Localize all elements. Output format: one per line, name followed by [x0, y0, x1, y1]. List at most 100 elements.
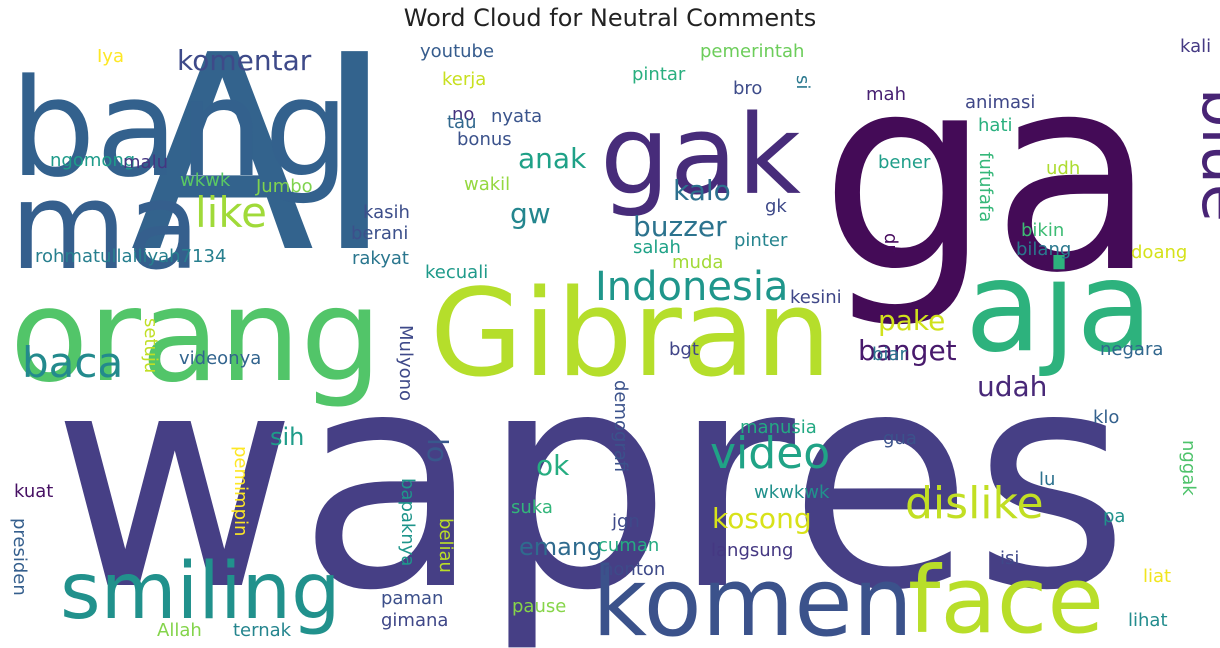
word-aja: aja	[965, 235, 1153, 380]
word-emang: emang	[519, 533, 602, 561]
word-kalo: kalo	[673, 174, 731, 207]
word-ma: ma	[10, 158, 200, 297]
word-biar: biar	[872, 344, 907, 365]
word-pause: pause	[512, 596, 566, 617]
word-wkwk: wkwk	[180, 170, 231, 191]
word-kesini: kesini	[790, 287, 842, 308]
word-indonesia: Indonesia	[595, 264, 788, 310]
word-kerja: kerja	[442, 69, 486, 90]
word-face: face	[908, 547, 1104, 648]
word-ai: AI	[130, 0, 394, 312]
word-lihat: lihat	[1128, 610, 1168, 631]
word-baca: baca	[22, 338, 123, 387]
word-kosong: kosong	[712, 502, 812, 535]
word-ternak: ternak	[233, 620, 292, 641]
word-si: si	[792, 75, 813, 89]
word-videonya: videonya	[179, 348, 261, 369]
word-demografi: demografi	[610, 380, 631, 472]
word-langsung: langsung	[711, 540, 794, 561]
word-negara: negara	[1100, 339, 1163, 360]
word-gimana: gimana	[381, 610, 448, 631]
word-paman: paman	[381, 588, 443, 609]
word-bapaknya: bapaknya	[397, 478, 418, 566]
word-dislike: dislike	[905, 478, 1044, 529]
word-rakyat: rakyat	[352, 248, 409, 269]
word-komen: komen	[592, 548, 913, 648]
word-suka: suka	[511, 497, 553, 518]
word-komentar: komentar	[177, 44, 312, 77]
word-nonton: nonton	[602, 559, 665, 580]
word-bener: bener	[878, 152, 931, 173]
word-doang: doang	[1131, 242, 1187, 263]
word-lu: lu	[1039, 469, 1055, 490]
word-jgn: jgn	[611, 511, 640, 532]
word-salah: salah	[633, 237, 681, 258]
word-dr: dr	[880, 233, 901, 252]
word-tau: tau	[447, 112, 477, 133]
word-klo: klo	[1093, 407, 1119, 428]
word-gibran: Gibran	[430, 265, 831, 404]
word-allah: Allah	[157, 620, 202, 641]
word-malu: malu	[123, 152, 168, 173]
word-udh: udh	[1046, 158, 1080, 179]
word-banget: banget	[858, 334, 957, 367]
word-udah: udah	[977, 370, 1047, 403]
word-pa: pa	[1103, 506, 1125, 527]
word-wapres: wapres	[52, 307, 1129, 648]
word-iya: Iya	[97, 46, 124, 67]
word-smiling: smiling	[60, 547, 341, 637]
word-video: video	[710, 428, 830, 479]
word-liat: liat	[1143, 566, 1171, 587]
word-gua: gua	[883, 428, 917, 449]
word-isi: isi	[1000, 548, 1019, 569]
word-lo: lo	[421, 438, 454, 463]
word-manusia: manusia	[740, 417, 817, 438]
word-pintar: pintar	[632, 64, 686, 85]
word-wkwkwk: wkwkwk	[754, 482, 830, 503]
word-bikin: bikin	[1021, 220, 1064, 241]
word-pake: pake	[878, 304, 945, 337]
word-wakil: wakil	[464, 174, 510, 195]
word-kasih: kasih	[363, 202, 410, 223]
word-fufufafa: fufufafa	[975, 152, 996, 222]
word-setuju: setuju	[140, 318, 161, 373]
word-kali: kali	[1180, 36, 1211, 57]
word-bonus: bonus	[457, 129, 512, 150]
word-presiden: presiden	[9, 518, 30, 596]
word-kuat: kuat	[14, 481, 53, 502]
word-youtube: youtube	[420, 41, 494, 62]
word-ok: ok	[536, 449, 570, 482]
word-rohmatullailiyah7134: rohmatullailiyah7134	[35, 246, 226, 267]
word-bro: bro	[733, 78, 762, 99]
word-nggak: nggak	[1178, 440, 1199, 496]
word-pemimpin: pemimpin	[230, 446, 251, 536]
word-pinter: pinter	[734, 230, 788, 251]
word-sih: sih	[270, 423, 304, 451]
word-gak: gak	[600, 91, 801, 219]
word-mah: mah	[866, 84, 906, 105]
word-bang: bang	[10, 50, 350, 207]
word-blue: blue	[1188, 88, 1220, 222]
word-buzzer: buzzer	[633, 210, 727, 243]
chart-title: Word Cloud for Neutral Comments	[403, 4, 817, 32]
word-hati: hati	[978, 115, 1013, 136]
word-bilang: bilang	[1016, 239, 1071, 260]
word-kecuali: kecuali	[425, 262, 488, 283]
word-orang: orang	[10, 262, 382, 411]
word-jumbo: Jumbo	[255, 176, 313, 197]
word-pemerintah: pemerintah	[700, 41, 804, 62]
word-ga: ga	[820, 17, 1157, 332]
word-gw: gw	[510, 197, 551, 230]
word-mulyono: Mulyono	[395, 325, 416, 401]
word-bgt: bgt	[669, 339, 699, 360]
word-cuman: cuman	[598, 535, 659, 556]
word-anak: anak	[518, 142, 587, 175]
word-muda: muda	[672, 252, 723, 273]
word-animasi: animasi	[965, 92, 1035, 113]
word-ngomong: ngomong	[50, 150, 135, 171]
word-no: no	[452, 104, 474, 125]
word-like: like	[195, 188, 267, 237]
word-beliau: beliau	[435, 518, 456, 573]
word-nyata: nyata	[491, 106, 542, 127]
